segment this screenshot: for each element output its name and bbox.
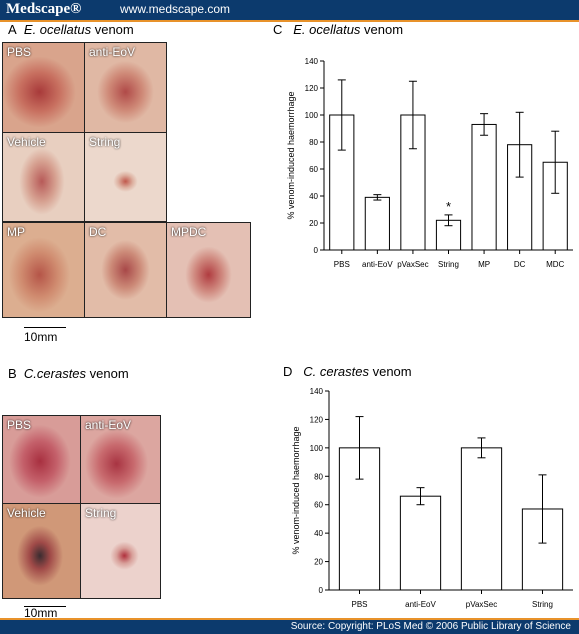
- footer-bar: Source: Copyright: PLoS Med © 2006 Publi…: [0, 620, 579, 634]
- bar-anti-eov: [399, 495, 442, 591]
- header-bar: Medscape® www.medscape.com: [0, 0, 579, 20]
- photo-a-dc: DC: [84, 222, 167, 318]
- y-tick-label: 120: [305, 84, 319, 93]
- photo-b-vehicle: Vehicle: [2, 503, 81, 599]
- y-axis-label: % venom-induced haemorrhage: [291, 426, 301, 554]
- y-tick-label: 0: [314, 246, 319, 255]
- panel-d-title: D C. cerastes venom: [283, 364, 412, 379]
- photo-b-anti-eov: anti-EoV: [80, 415, 161, 504]
- y-tick-label: 20: [309, 219, 318, 228]
- photo-a-string: String: [84, 132, 167, 222]
- x-tick-label: anti-EoV: [362, 260, 393, 269]
- y-tick-label: 0: [319, 586, 324, 595]
- x-tick-label: String: [438, 260, 459, 269]
- bar-pvaxsec: [460, 447, 503, 591]
- panel-b-title: B C.cerastes venom: [8, 366, 129, 381]
- photo-a-mpdc: MPDC: [166, 222, 251, 318]
- footer-accent-line: [0, 618, 579, 620]
- significance-marker: *: [446, 199, 451, 214]
- y-tick-label: 80: [314, 472, 323, 481]
- x-tick-label: DC: [514, 260, 526, 269]
- x-tick-label: PBS: [351, 600, 367, 609]
- panel-c-title: C E. ocellatus venom: [273, 22, 404, 37]
- y-tick-label: 60: [314, 501, 323, 510]
- photo-a-mp: MP: [2, 222, 85, 318]
- y-tick-label: 100: [310, 444, 324, 453]
- y-tick-label: 100: [305, 111, 319, 120]
- y-tick-label: 40: [309, 192, 318, 201]
- y-tick-label: 80: [309, 138, 318, 147]
- scale-bar-a: [24, 327, 66, 328]
- header-url[interactable]: www.medscape.com: [120, 2, 231, 16]
- x-tick-label: anti-EoV: [405, 600, 436, 609]
- y-axis-label: % venom-induced haemorrhage: [286, 91, 296, 219]
- y-tick-label: 40: [314, 529, 323, 538]
- y-tick-label: 60: [309, 165, 318, 174]
- panel-a-title: A E. ocellatus venom: [8, 22, 134, 37]
- medscape-logo: Medscape®: [6, 1, 82, 17]
- photo-b-string: String: [80, 503, 161, 599]
- source-credit: Source: Copyright: PLoS Med © 2006 Publi…: [290, 621, 571, 632]
- x-tick-label: MDC: [546, 260, 564, 269]
- scale-label-b: 10mm: [24, 606, 58, 620]
- x-tick-label: MP: [478, 260, 490, 269]
- y-tick-label: 140: [310, 387, 324, 396]
- y-tick-label: 140: [305, 57, 319, 66]
- x-tick-label: pVaxSec: [466, 600, 497, 609]
- x-tick-label: String: [532, 600, 553, 609]
- scale-bar-b: [24, 606, 66, 607]
- y-tick-label: 120: [310, 415, 324, 424]
- x-tick-label: pVaxSec: [397, 260, 428, 269]
- y-tick-label: 20: [314, 558, 323, 567]
- photo-a-anti-eov: anti-EoV: [84, 42, 167, 133]
- x-tick-label: PBS: [334, 260, 350, 269]
- scale-label-a: 10mm: [24, 330, 58, 344]
- header-accent-line: [0, 20, 579, 22]
